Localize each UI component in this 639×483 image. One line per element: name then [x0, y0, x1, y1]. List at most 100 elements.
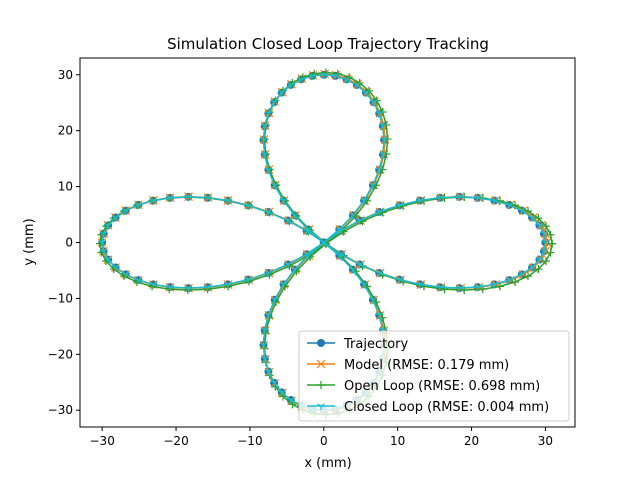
closed-loop-point: [353, 82, 361, 89]
closed-loop-point: [349, 212, 357, 220]
closed-loop-point: [304, 226, 313, 234]
legend-label: Closed Loop (RMSE: 0.004 mm): [344, 400, 549, 415]
open-loop-point: [548, 239, 557, 248]
closed-loop-point: [111, 215, 120, 222]
closed-loop-point: [355, 218, 364, 225]
y-tick-label: −10: [48, 291, 73, 305]
closed-loop-point: [260, 327, 269, 335]
x-axis-label: x (mm): [304, 456, 351, 471]
closed-loop-point: [455, 194, 464, 201]
closed-loop-point: [284, 261, 292, 269]
x-tick-label: 20: [464, 434, 479, 448]
closed-loop-point: [528, 215, 536, 222]
closed-loop-point: [99, 231, 108, 238]
closed-loop-point: [362, 90, 370, 97]
closed-loop-point: [535, 222, 544, 230]
open-loop-point: [534, 265, 543, 274]
legend-label: Model (RMSE: 0.179 mm): [344, 358, 509, 373]
closed-loop-point: [540, 231, 548, 238]
legend-box: [298, 330, 570, 422]
closed-loop-point: [541, 239, 550, 247]
closed-loop-point: [291, 267, 299, 274]
model-point: [316, 359, 326, 369]
open-loop-point: [541, 222, 550, 231]
closed-loop-point: [375, 312, 383, 320]
trajectory-point: [317, 339, 325, 347]
closed-loop-point: [264, 312, 273, 320]
closed-loop-point: [297, 76, 305, 84]
legend-item: Open Loop (RMSE: 0.698 mm): [307, 379, 540, 394]
closed-loop-point: [320, 239, 328, 247]
closed-loop-point: [184, 194, 193, 201]
open-loop-point: [534, 214, 543, 223]
legend-label: Trajectory: [343, 337, 408, 352]
closed-loop-point: [360, 281, 368, 289]
x-tick-label: 10: [390, 434, 405, 448]
open-loop-point: [382, 120, 391, 129]
closed-loop-point: [259, 137, 268, 144]
legend-label: Open Loop (RMSE: 0.698 mm): [344, 379, 540, 394]
open-loop-point: [546, 230, 555, 239]
closed-loop-point: [149, 281, 158, 289]
closed-loop-point: [149, 198, 158, 205]
x-tick-label: −30: [90, 434, 115, 448]
closed-loop-point: [260, 152, 269, 159]
x-tick-label: −10: [237, 434, 262, 448]
open-loop-point: [524, 207, 533, 216]
closed-loop-point: [320, 72, 328, 79]
closed-loop-point: [264, 167, 273, 174]
closed-loop-point: [540, 248, 548, 256]
closed-loop-point: [111, 264, 120, 272]
closed-loop-point: [518, 208, 526, 215]
closed-loop-point: [505, 277, 513, 285]
series-3: [98, 72, 550, 415]
open-loop-point: [440, 285, 449, 294]
closed-loop-point: [355, 261, 364, 269]
legend-item: Trajectory: [307, 337, 408, 352]
closed-loop-point: [535, 257, 544, 264]
closed-loop-point: [259, 342, 268, 350]
closed-loop-point: [473, 284, 482, 292]
model-point: [536, 220, 546, 230]
open-loop-point: [546, 248, 555, 257]
closed-loop-point: [270, 297, 279, 304]
closed-loop-point: [291, 212, 299, 220]
closed-loop-point: [369, 297, 377, 304]
axis-ticks: −30 −20 −10 0 10 20 30 −30 −20 −10 0 10 20 30: [48, 68, 553, 448]
open-loop-point: [298, 73, 307, 82]
closed-loop-point: [455, 285, 464, 293]
closed-loop-point: [264, 209, 273, 217]
closed-loop-point: [379, 123, 387, 131]
closed-loop-point: [224, 281, 232, 289]
closed-loop-point: [416, 198, 424, 205]
open-loop-point: [292, 211, 301, 220]
closed-loop-point: [337, 251, 345, 259]
closed-loop-point: [379, 152, 387, 159]
open-loop-point: [495, 282, 504, 291]
open-loop-point: [524, 272, 533, 281]
closed-loop-point: [264, 270, 273, 277]
closed-loop-point: [416, 281, 424, 289]
closed-loop-point: [308, 73, 317, 80]
closed-loop-point: [277, 389, 286, 397]
closed-loop-point: [279, 281, 288, 289]
closed-loop-point: [104, 222, 112, 230]
closed-loop-point: [436, 195, 444, 202]
closed-loop-point: [505, 202, 513, 209]
closed-loop-point: [518, 271, 526, 279]
y-tick-label: −30: [48, 403, 73, 417]
y-axis-label: y (mm): [22, 218, 37, 265]
closed-loop-point: [121, 208, 130, 215]
x-tick-label: −20: [163, 434, 188, 448]
open-loop-point: [109, 214, 118, 223]
closed-loop-point: [375, 270, 383, 277]
closed-loop-point: [473, 195, 482, 202]
y-tick-label: 30: [58, 68, 73, 82]
closed-loop-point: [528, 264, 536, 272]
closed-loop-point: [375, 110, 383, 118]
y-tick-label: 20: [58, 124, 73, 138]
legend-item: Model (RMSE: 0.179 mm): [307, 358, 509, 373]
open-loop-point: [419, 282, 428, 291]
legend-item: Closed Loop (RMSE: 0.004 mm): [307, 400, 549, 415]
